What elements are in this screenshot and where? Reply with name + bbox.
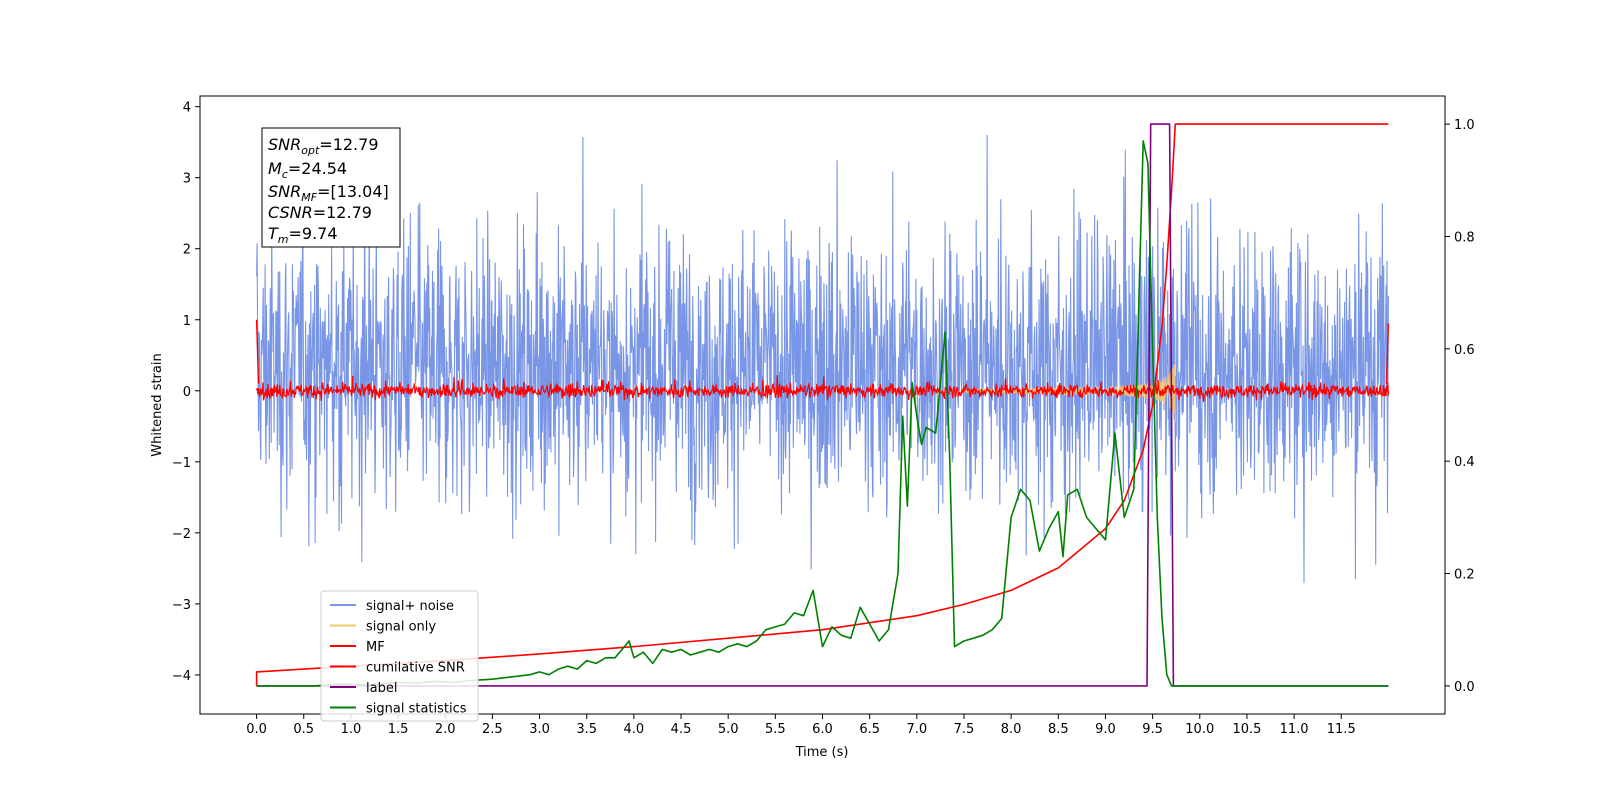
- x-tick-label: 3.0: [529, 722, 550, 737]
- x-tick-label: 1.5: [388, 722, 409, 737]
- legend: signal+ noise signal only MF cumilative SNR…: [320, 590, 479, 722]
- x-tick-label: 7.5: [954, 722, 975, 737]
- x-tick-label: 0.0: [246, 722, 267, 737]
- y2-tick-label: 0.6: [1454, 343, 1475, 358]
- y-axis-ticks: 4 3 2 1 0 −1 −2 −3 −4: [172, 101, 200, 684]
- annotation-box: SNRopt=12.79 Mc=24.54 SNRMF=[13.04] CSNR…: [261, 127, 401, 248]
- x-tick-label: 3.5: [576, 722, 597, 737]
- y2-tick-label: 0.4: [1454, 455, 1475, 470]
- legend-label: cumilative SNR: [366, 661, 465, 676]
- x-tick-label: 9.0: [1095, 722, 1116, 737]
- x-tick-label: 10.5: [1232, 722, 1261, 737]
- legend-label: label: [366, 681, 397, 696]
- x-tick-label: 4.5: [671, 722, 692, 737]
- legend-label: signal only: [366, 620, 436, 635]
- x-axis-label: Time (s): [795, 745, 849, 760]
- annotation-tm: Tm=9.74: [268, 224, 338, 246]
- y-tick-label: 2: [183, 243, 191, 258]
- annotation-csnr: CSNR=12.79: [268, 203, 372, 222]
- series-cumulative-snr: [255, 123, 1389, 686]
- y-tick-label: −3: [172, 598, 191, 613]
- y2-tick-label: 0.8: [1454, 230, 1475, 245]
- x-tick-label: 6.0: [812, 722, 833, 737]
- x-axis-ticks: 0.0 0.5 1.0 1.5 2.0 2.5 3.0 3.5 4.0 4.5 5.0 5.5 6.0 6…: [246, 714, 1356, 737]
- x-tick-label: 8.5: [1048, 722, 1069, 737]
- series-mf: [256, 375, 1389, 403]
- x-tick-label: 1.0: [341, 722, 362, 737]
- x-tick-label: 9.5: [1142, 722, 1163, 737]
- annotation-snr-opt: SNRopt=12.79: [268, 135, 379, 157]
- x-tick-label: 2.0: [435, 722, 456, 737]
- x-tick-label: 7.0: [906, 722, 927, 737]
- x-tick-label: 10.0: [1185, 722, 1214, 737]
- x-tick-label: 6.5: [859, 722, 880, 737]
- legend-label: signal statistics: [366, 702, 467, 717]
- annotation-mc: Mc=24.54: [268, 159, 347, 181]
- y2-tick-label: 0.2: [1454, 568, 1475, 583]
- y-tick-label: −4: [172, 669, 191, 684]
- x-tick-label: 8.0: [1001, 722, 1022, 737]
- x-tick-label: 5.5: [765, 722, 786, 737]
- x-tick-label: 11.5: [1327, 722, 1356, 737]
- legend-label: signal+ noise: [366, 599, 454, 614]
- series-mf-edges: [255, 319, 1390, 384]
- y-tick-label: −1: [172, 456, 191, 471]
- x-tick-label: 5.0: [718, 722, 739, 737]
- x-tick-label: 0.5: [293, 722, 314, 737]
- legend-label: MF: [366, 640, 385, 655]
- y2-tick-label: 0.0: [1454, 680, 1475, 695]
- y-tick-label: 0: [183, 385, 191, 400]
- y-tick-label: 3: [183, 172, 191, 187]
- series-layer: [255, 123, 1390, 687]
- y-axis-label: Whitened strain: [150, 353, 165, 456]
- annotation-snr-mf: SNRMF=[13.04]: [268, 182, 389, 204]
- y2-axis-ticks: 0.0 0.2 0.4 0.6 0.8 1.0: [1445, 118, 1475, 695]
- y-tick-label: 4: [183, 101, 191, 116]
- y2-tick-label: 1.0: [1454, 118, 1475, 133]
- x-tick-label: 2.5: [482, 722, 503, 737]
- x-tick-label: 4.0: [624, 722, 645, 737]
- series-signal-noise: [256, 134, 1389, 584]
- x-tick-label: 11.0: [1280, 722, 1309, 737]
- y-tick-label: −2: [172, 527, 191, 542]
- series-signal-statistics: [256, 140, 1389, 687]
- y-tick-label: 1: [183, 314, 191, 329]
